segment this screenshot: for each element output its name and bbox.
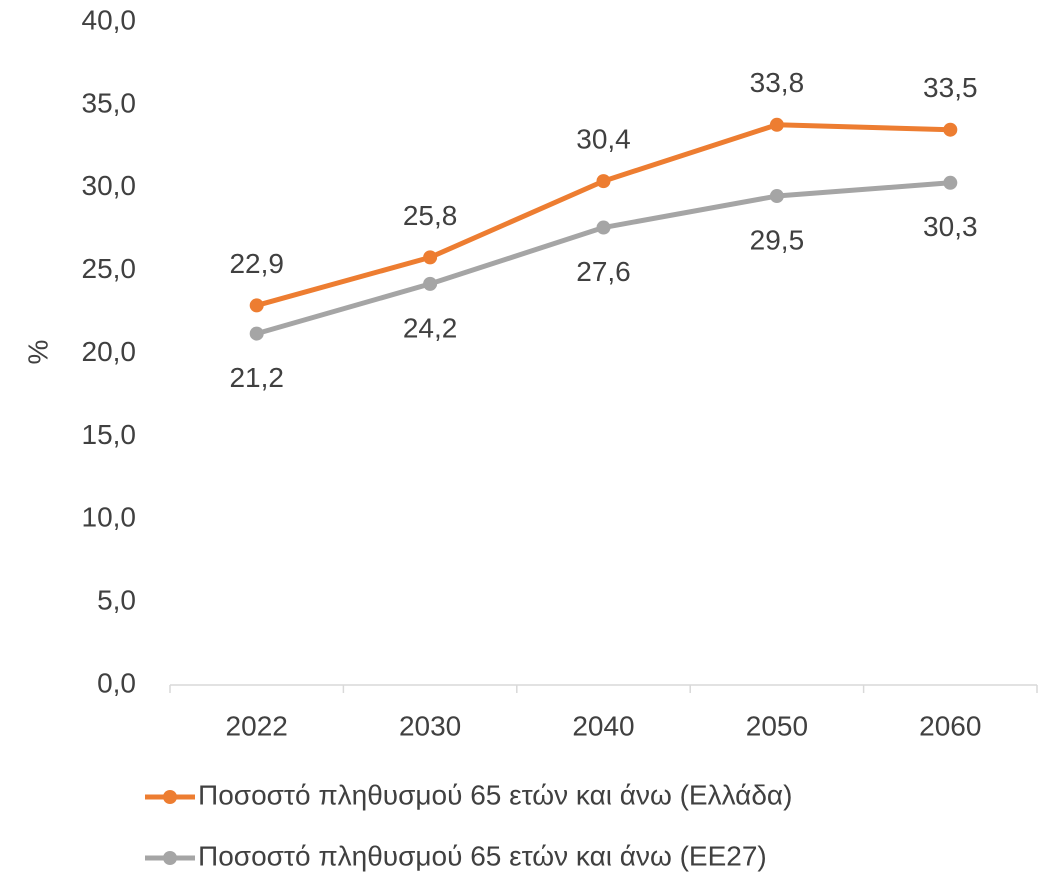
data-label: 30,3 <box>923 211 978 242</box>
legend-marker <box>163 851 177 865</box>
point <box>943 122 958 137</box>
x-tick-label: 2030 <box>399 710 461 741</box>
point <box>423 250 438 265</box>
y-tick-label: 30,0 <box>82 170 137 201</box>
legend-label: Ποσοστό πληθυσμού 65 ετών και άνω (ΕΕ27) <box>198 840 767 871</box>
data-label: 29,5 <box>750 224 805 255</box>
data-label: 22,9 <box>229 248 284 279</box>
point <box>769 189 784 204</box>
x-tick-label: 2050 <box>746 710 808 741</box>
y-tick-label: 10,0 <box>82 502 137 533</box>
y-tick-label: 25,0 <box>82 253 137 284</box>
x-tick-label: 2060 <box>919 710 981 741</box>
y-tick-label: 40,0 <box>82 4 137 35</box>
y-tick-label: 35,0 <box>82 87 137 118</box>
data-label: 30,4 <box>576 124 631 155</box>
data-label: 33,5 <box>923 72 978 103</box>
legend-label: Ποσοστό πληθυσμού 65 ετών και άνω (Ελλάδ… <box>198 779 792 810</box>
point <box>249 298 264 313</box>
legend-marker <box>163 790 177 804</box>
point <box>943 175 958 190</box>
point <box>249 326 264 341</box>
y-tick-label: 5,0 <box>97 585 136 616</box>
y-tick-label: 20,0 <box>82 336 137 367</box>
y-axis-label: % <box>22 340 53 365</box>
x-tick-label: 2040 <box>572 710 634 741</box>
data-label: 27,6 <box>576 256 631 287</box>
y-tick-label: 15,0 <box>82 419 137 450</box>
data-label: 24,2 <box>403 312 458 343</box>
x-tick-label: 2022 <box>226 710 288 741</box>
point <box>596 220 611 235</box>
y-tick-label: 0,0 <box>97 667 136 698</box>
point <box>423 276 438 291</box>
data-label: 33,8 <box>750 67 805 98</box>
point <box>769 117 784 132</box>
data-label: 21,2 <box>229 362 284 393</box>
data-label: 25,8 <box>403 200 458 231</box>
point <box>596 174 611 189</box>
